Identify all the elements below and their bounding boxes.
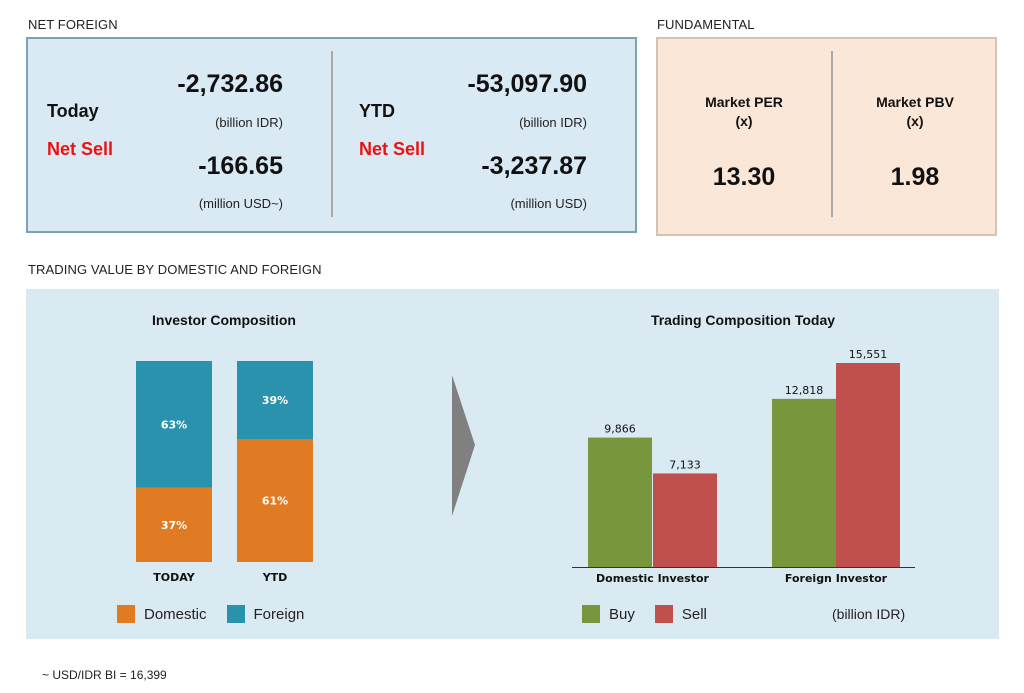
per-unit: (x) — [735, 113, 753, 129]
bar-sell-domestic — [653, 473, 717, 567]
bar-value-buy-foreign: 12,818 — [785, 384, 824, 397]
per-block: Market PER (x) — [659, 93, 829, 131]
investor-composition-title: Investor Composition — [152, 312, 296, 328]
legend-sell: Sell — [654, 605, 707, 623]
legend-domestic-label: Domestic — [144, 605, 207, 623]
today-usd-value: -166.65 — [198, 152, 283, 180]
legend-sell-label: Sell — [681, 605, 707, 623]
investor-legend: Domestic Foreign — [117, 605, 324, 623]
stacked-bar-label-domestic-today: 37% — [161, 519, 187, 532]
stacked-bar-foreign-today — [136, 361, 212, 488]
today-status: Net Sell — [47, 139, 114, 159]
ytd-idr-value: -53,097.90 — [467, 70, 587, 98]
bar-value-sell-domestic: 7,133 — [669, 458, 701, 471]
net-foreign-divider — [331, 51, 333, 217]
legend-foreign-label: Foreign — [253, 605, 305, 623]
ytd-label: YTD — [359, 101, 395, 121]
fundamental-panel: Market PER (x) 13.30 Market PBV (x) 1.98 — [656, 37, 997, 236]
fundamental-title: FUNDAMENTAL — [657, 17, 755, 32]
legend-domestic-swatch — [117, 605, 135, 623]
trading-legend: Buy Sell — [582, 605, 727, 623]
stacked-bar-domestic-ytd — [237, 439, 313, 562]
x-tick-domestic-investor: Domestic Investor — [596, 572, 709, 585]
bar-value-sell-foreign: 15,551 — [849, 348, 888, 361]
ytd-usd-unit: (million USD) — [510, 196, 587, 211]
legend-foreign: Foreign — [226, 605, 305, 623]
stacked-bar-foreign-ytd — [237, 361, 313, 440]
pbv-label: Market PBV — [876, 94, 954, 110]
legend-buy-swatch — [582, 605, 600, 623]
stacked-bar-label-foreign-today: 63% — [161, 418, 187, 431]
today-usd-unit: (million USD~) — [198, 196, 283, 211]
bar-value-buy-domestic: 9,866 — [604, 423, 636, 436]
legend-buy-label: Buy — [609, 605, 635, 623]
net-foreign-title: NET FOREIGN — [28, 17, 118, 32]
per-label: Market PER — [705, 94, 783, 110]
ytd-status: Net Sell — [359, 139, 426, 159]
bar-sell-foreign — [836, 363, 900, 567]
trading-composition-title: Trading Composition Today — [650, 312, 836, 328]
pbv-value: 1.98 — [890, 163, 940, 191]
today-label: Today — [47, 101, 99, 121]
x-tick-today: TODAY — [153, 571, 195, 584]
trading-unit-note: (billion IDR) — [832, 606, 906, 622]
bar-buy-domestic — [588, 437, 652, 567]
stacked-bar-label-foreign-ytd: 39% — [262, 394, 288, 407]
x-tick-foreign-investor: Foreign Investor — [785, 572, 888, 585]
pbv-block: Market PBV (x) — [830, 93, 1000, 131]
legend-foreign-swatch — [226, 605, 245, 623]
legend-buy: Buy — [582, 605, 635, 623]
x-tick-ytd: YTD — [262, 571, 288, 584]
today-idr-unit: (billion IDR) — [215, 115, 283, 130]
trading-title: TRADING VALUE BY DOMESTIC AND FOREIGN — [28, 262, 322, 277]
trading-panel: Investor Composition Trading Composition… — [26, 289, 999, 639]
stacked-bar-domestic-today — [136, 487, 212, 562]
ytd-usd-value: -3,237.87 — [481, 152, 587, 180]
arrow-chevron-shape — [452, 375, 475, 516]
pbv-unit: (x) — [906, 113, 924, 129]
ytd-idr-unit: (billion IDR) — [519, 115, 587, 130]
stacked-bar-label-domestic-ytd: 61% — [262, 495, 288, 508]
per-value: 13.30 — [712, 163, 776, 191]
legend-sell-swatch — [654, 605, 673, 623]
today-idr-value: -2,732.86 — [177, 70, 283, 98]
exchange-rate-footnote: ~ USD/IDR BI = 16,399 — [42, 668, 167, 682]
legend-domestic: Domestic — [117, 605, 207, 623]
bar-buy-foreign — [772, 398, 836, 567]
fundamental-divider — [831, 51, 833, 217]
trading-charts: 37% 63% TODAY 61% 39% YTD 9,866 7,133 Domestic I… — [136, 348, 915, 585]
net-foreign-panel: Today Net Sell -2,732.86 (billion IDR) -… — [26, 37, 637, 233]
